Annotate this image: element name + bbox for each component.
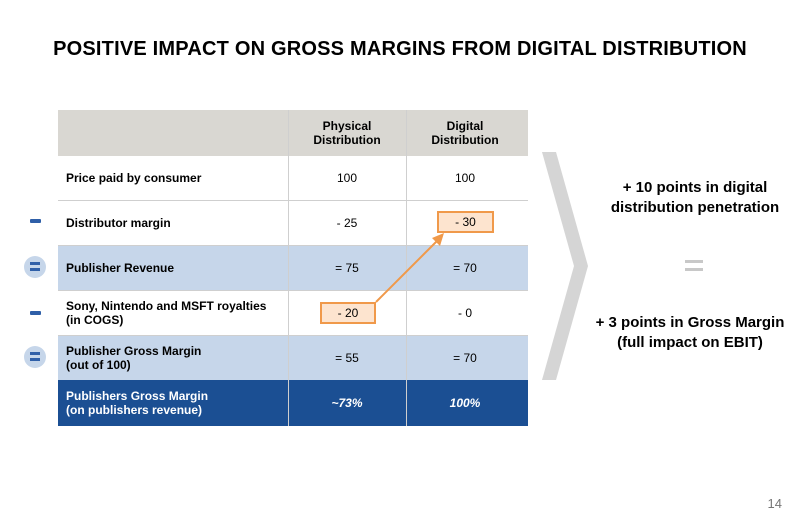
divider (406, 110, 407, 426)
table-row: Publisher Gross Margin (out of 100) = 55… (58, 335, 528, 380)
row-label: Publisher Gross Margin (out of 100) (66, 343, 202, 372)
row-label: Publishers Gross Margin (on publishers r… (66, 389, 209, 417)
table-row: Price paid by consumer 100 100 (58, 156, 528, 200)
cell-physical: ~73% (331, 396, 363, 410)
cell-physical: = 75 (335, 260, 359, 275)
row-label: Price paid by consumer (66, 171, 202, 185)
highlight-box-digital-distributor: - 30 (437, 211, 494, 233)
slide-title: POSITIVE IMPACT ON GROSS MARGINS FROM DI… (53, 38, 747, 60)
header-digital: Digital Distribution (431, 119, 499, 147)
row-label: Sony, Nintendo and MSFT royalties (in CO… (66, 298, 267, 327)
table-row: Publishers Gross Margin (on publishers r… (58, 380, 528, 426)
cell-physical: 100 (336, 171, 358, 185)
page-number: 14 (767, 496, 782, 511)
equals-icon (24, 256, 46, 278)
cell-physical: = 55 (335, 350, 359, 365)
cell-digital: 100 (454, 171, 476, 185)
cell-digital: 100% (449, 396, 481, 410)
minus-icon (30, 311, 41, 315)
divider (58, 290, 528, 291)
row-label: Publisher Revenue (66, 260, 175, 275)
table-header: Physical Distribution Digital Distributi… (58, 110, 528, 156)
equals-icon (24, 346, 46, 368)
highlight-box-physical-royalties: - 20 (320, 302, 376, 324)
cell-digital: - 0 (457, 305, 472, 320)
cell-digital: = 70 (453, 350, 477, 365)
right-statement-2: + 3 points in Gross Margin (full impact … (595, 314, 785, 351)
cell-digital: = 70 (453, 260, 477, 275)
row-label: Distributor margin (66, 215, 171, 230)
divider (58, 245, 528, 246)
header-physical: Physical Distribution (313, 119, 381, 147)
table-row: Distributor margin - 25 (58, 200, 528, 245)
divider (58, 200, 528, 201)
table-row: Sony, Nintendo and MSFT royalties (in CO… (58, 290, 528, 335)
cell-physical: - 25 (336, 215, 358, 230)
minus-icon (30, 219, 41, 223)
right-statement-1: + 10 points in digital distribution pene… (610, 179, 780, 216)
table-row: Publisher Revenue = 75 = 70 (58, 245, 528, 290)
divider (288, 110, 289, 426)
divider (58, 335, 528, 336)
